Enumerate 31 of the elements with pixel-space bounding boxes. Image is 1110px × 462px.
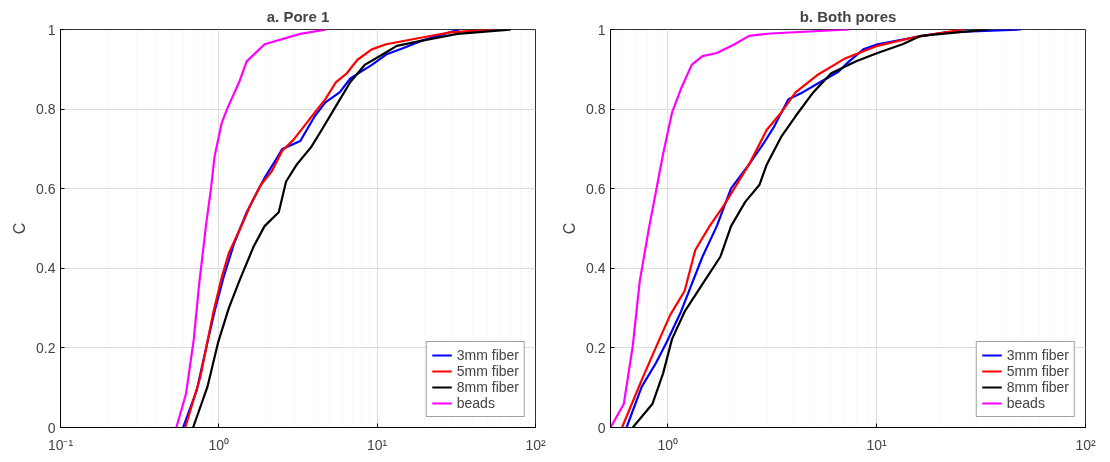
y-tick-label: 0.4	[586, 260, 606, 277]
y-tick-label: 0.8	[586, 101, 606, 118]
x-tick-label: 10⁰	[657, 436, 679, 453]
y-tick-label: 0.8	[36, 101, 56, 118]
y-tick-label: 1	[597, 21, 606, 38]
y-tick-label: 0.6	[36, 180, 56, 197]
legend-label: 5mm fiber	[456, 363, 519, 379]
y-axis-title: C	[11, 222, 29, 235]
legend-label: 3mm fiber	[1006, 347, 1069, 363]
x-tick-label: 10²	[525, 436, 546, 453]
y-tick-label: 0.2	[36, 339, 56, 356]
legend-label: beads	[1006, 395, 1045, 411]
x-tick-label: 10¹	[367, 436, 388, 453]
y-tick-label: 0	[597, 419, 606, 436]
y-tick-label: 0	[47, 419, 56, 436]
y-tick-label: 0.4	[36, 260, 56, 277]
legend-label: 8mm fiber	[1006, 379, 1069, 395]
y-tick-label: 0.2	[586, 339, 606, 356]
legend-label: 5mm fiber	[1006, 363, 1069, 379]
legend-label: 8mm fiber	[456, 379, 519, 395]
x-tick-label: 10¹	[866, 436, 888, 453]
chart-title: a. Pore 1	[266, 7, 330, 25]
x-tick-label: 10⁻¹	[47, 436, 74, 453]
x-tick-label: 10⁰	[208, 436, 230, 453]
x-tick-label: 10²	[1075, 436, 1096, 453]
chart-title: b. Both pores	[799, 7, 897, 25]
legend-label: 3mm fiber	[456, 347, 519, 363]
y-axis-title: C	[561, 222, 579, 235]
legend-label: beads	[456, 395, 495, 411]
y-tick-label: 0.6	[586, 180, 606, 197]
y-tick-label: 1	[47, 21, 56, 38]
